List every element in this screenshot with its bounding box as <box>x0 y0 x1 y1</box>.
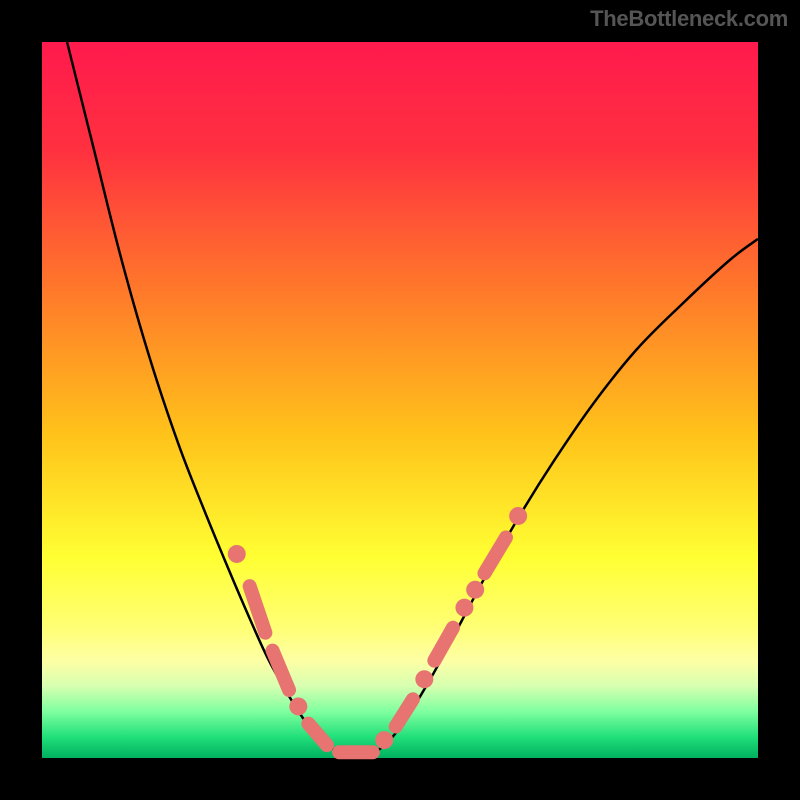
watermark-text: TheBottleneck.com <box>590 6 788 32</box>
gradient-background <box>42 42 758 758</box>
bottleneck-chart <box>0 0 800 800</box>
